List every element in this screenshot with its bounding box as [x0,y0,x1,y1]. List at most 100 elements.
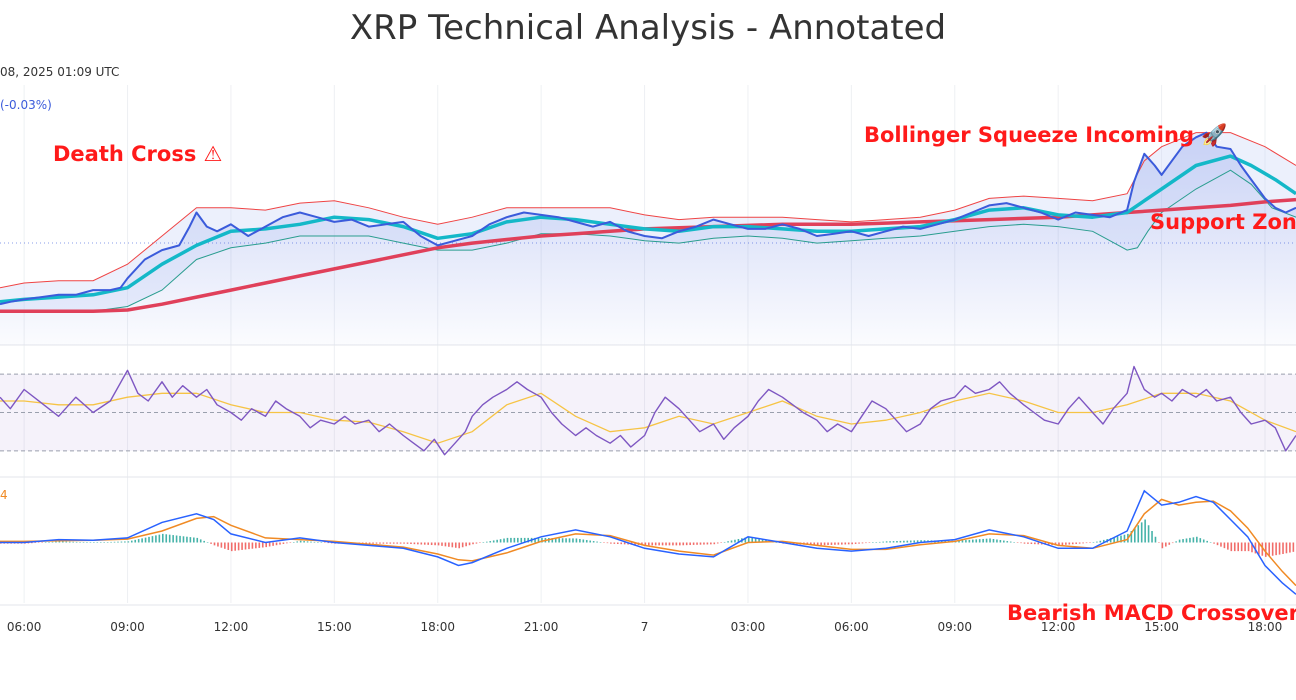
macd-histogram-bar-56 [193,537,195,543]
macd-histogram-bar-52 [179,535,181,543]
macd-histogram-bar-80 [275,542,278,546]
macd-histogram-bar-91 [313,541,316,543]
macd-histogram-bar-176 [606,542,609,544]
x-tick-label-10: 12:00 [1041,620,1076,634]
macd-histogram-bar-289 [996,539,998,543]
macd-histogram-bar-141 [486,541,488,543]
macd-histogram-bar-339 [1168,542,1171,545]
x-axis: 06:00 09:00 12:00 15:00 18:00 21:00 7 03:00 06:0… [7,620,1282,634]
macd-histogram-bar-27 [93,542,95,543]
macd-histogram-bar-13 [44,542,47,543]
macd-histogram-bar-149 [513,537,516,543]
x-tick-label-5: 21:00 [524,620,559,634]
x-tick-label-4: 18:00 [420,620,455,634]
macd-histogram-bar-15 [51,541,54,543]
macd-histogram-bar-368 [1268,542,1271,557]
macd-histogram-bar-178 [613,542,616,544]
macd-histogram-bar-331 [1140,522,1143,543]
macd-histogram-bar-256 [882,541,884,543]
macd-value-tag: 4 [0,488,8,502]
macd-histogram-bar-340 [1171,542,1174,544]
macd-histogram-bar-24 [82,542,85,543]
macd-histogram-bar-212 [730,540,733,543]
macd-histogram-bar-70 [241,542,243,550]
macd-histogram-bar-118 [406,542,409,544]
macd-histogram-bar-247 [851,542,853,545]
macd-histogram-bar-200 [689,542,691,546]
macd-histogram-bar-292 [1006,541,1009,543]
macd-histogram-bar-29 [99,542,102,543]
macd-histogram-bar-131 [451,542,454,548]
macd-histogram-bar-285 [982,538,984,543]
macd-histogram-bar-109 [375,542,378,544]
macd-histogram-bar-16 [55,541,57,543]
macd-histogram-bar-205 [706,542,709,545]
macd-histogram-bar-202 [696,542,698,545]
macd-histogram-bar-60 [206,542,209,543]
annotation-support: Support Zone [1150,210,1296,234]
macd-histogram-bar-236 [813,542,816,546]
macd-histogram-bar-193 [665,542,667,546]
macd-histogram-bar-55 [189,537,192,543]
macd-histogram-bar-111 [382,542,385,544]
x-tick-label-12: 18:00 [1248,620,1283,634]
macd-histogram-bar-10 [34,542,37,543]
macd-histogram-bar-323 [1113,537,1115,543]
macd-histogram-bar-41 [141,538,143,543]
macd-histogram-bar-113 [389,542,392,544]
macd-histogram-bar-356 [1227,542,1229,550]
bollinger-lower-line [0,169,1296,312]
macd-histogram-bar-342 [1178,539,1181,543]
macd-histogram-bar-82 [282,542,285,544]
macd-histogram-bar-373 [1285,542,1288,554]
macd-histogram-bar-175 [603,542,605,543]
macd-histogram-bar-51 [175,535,178,543]
macd-histogram-bar-134 [461,542,464,548]
macd-histogram-bar-238 [820,542,822,546]
macd-histogram-bar-30 [103,542,106,543]
macd-histogram-bar-88 [303,541,305,543]
macd-histogram-bar-248 [854,542,857,544]
macd-histogram-bar-264 [909,540,912,543]
macd-panel [0,489,1296,595]
macd-histogram-bar-59 [203,540,205,543]
rsi-panel [0,365,1296,456]
macd-histogram-bar-366 [1261,542,1264,556]
macd-histogram-bar-40 [137,539,140,543]
rsi-line [0,365,1296,456]
macd-histogram-bar-20 [68,541,71,543]
macd-histogram-bar-19 [65,541,68,543]
macd-histogram-bar-346 [1192,537,1195,543]
macd-histogram-bar-160 [551,538,554,543]
macd-histogram-bar-375 [1292,542,1295,552]
macd-histogram-bar-316 [1089,542,1091,543]
macd-histogram-bar-196 [675,542,678,546]
macd-histogram-bar-214 [737,538,740,543]
macd-histogram-bar-330 [1137,525,1140,543]
macd-histogram-bar-322 [1109,538,1112,543]
macd-histogram-bar-220 [758,538,760,543]
macd-histogram-bar-357 [1230,542,1233,552]
macd-histogram-bar-198 [682,542,685,546]
annotation-bearish: Bearish MACD Crossover [1007,601,1296,625]
macd-histogram-bar-53 [182,536,185,543]
macd-histogram-bar-77 [265,542,268,548]
macd-histogram-bar-201 [692,542,695,545]
macd-histogram-bar-31 [106,542,109,543]
macd-histogram-bar-221 [761,539,764,543]
macd-line [0,489,1296,595]
x-tick-label-1: 09:00 [110,620,145,634]
macd-histogram-bar-210 [723,541,726,543]
macd-histogram-bar-283 [975,539,978,543]
macd-histogram-bar-288 [992,538,995,543]
macd-histogram-bar-258 [889,541,891,543]
macd-histogram-bar-295 [1016,542,1019,543]
macd-histogram-bar-217 [747,536,750,543]
price-area [0,132,1296,345]
macd-histogram-bar-162 [558,538,560,543]
macd-histogram-bar-22 [75,541,78,543]
macd-histogram-bar-47 [162,533,164,543]
macd-histogram-bar-308 [1061,542,1064,546]
macd-histogram-bar-11 [37,542,40,543]
macd-histogram-bar-278 [958,540,960,543]
